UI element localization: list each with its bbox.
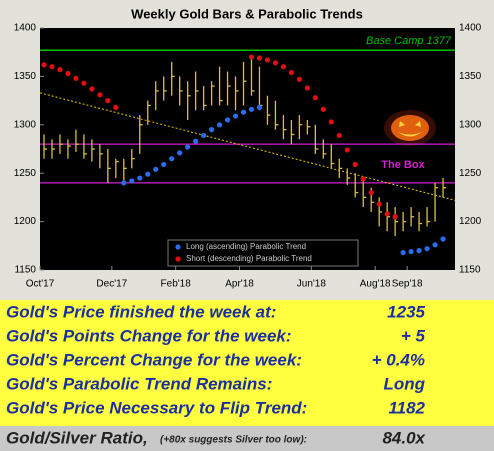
y-tick-label: 1250: [14, 168, 37, 179]
parabolic-dot: [288, 69, 294, 76]
pumpkin: [384, 110, 436, 146]
parabolic-dot: [208, 127, 215, 133]
x-tick-label: Feb'18: [161, 279, 192, 290]
row-value: + 5: [401, 326, 426, 345]
parabolic-dot: [216, 122, 223, 128]
parabolic-dot: [384, 211, 390, 217]
parabolic-dot: [49, 64, 55, 70]
parabolic-dot: [280, 64, 287, 70]
row-label: Gold's Price Necessary to Flip Trend:: [6, 398, 307, 417]
y-tick-label: 1150: [14, 265, 36, 276]
parabolic-dot: [304, 85, 310, 91]
parabolic-dot: [328, 119, 334, 125]
box-label: The Box: [381, 159, 425, 171]
parabolic-dot: [153, 166, 159, 172]
parabolic-dot: [73, 75, 79, 81]
y2-tick-label: 1400: [459, 23, 482, 34]
parabolic-dot: [424, 246, 430, 252]
footer-background: [0, 426, 494, 451]
footer-label: Gold/Silver Ratio,: [6, 428, 148, 447]
parabolic-dot: [169, 156, 175, 162]
parabolic-dot: [264, 57, 271, 63]
parabolic-dot: [232, 113, 239, 119]
legend-label: Short (descending) Parabolic Trend: [186, 254, 312, 263]
x-tick-label: Sep'18: [392, 279, 423, 290]
parabolic-dot: [81, 80, 87, 86]
y2-tick-label: 1200: [459, 216, 482, 227]
parabolic-dot: [408, 249, 414, 255]
x-tick-label: Jun'18: [297, 279, 327, 290]
table-background: [0, 300, 494, 426]
parabolic-dot: [57, 67, 63, 73]
legend-box: [167, 239, 359, 267]
parabolic-dot: [240, 109, 247, 115]
parabolic-dot: [368, 189, 374, 196]
parabolic-dot: [400, 249, 406, 256]
parabolic-dot: [376, 201, 382, 207]
y2-tick-label: 1150: [459, 265, 481, 276]
parabolic-dot: [336, 132, 342, 139]
parabolic-dot: [41, 62, 47, 68]
y2-tick-label: 1300: [459, 119, 482, 130]
parabolic-dot: [137, 175, 143, 181]
y-tick-label: 1400: [14, 23, 37, 34]
legend-swatch: [175, 256, 181, 262]
legend-swatch: [175, 244, 181, 250]
x-tick-label: Dec'17: [96, 279, 127, 290]
parabolic-dot: [320, 106, 326, 112]
y-tick-label: 1300: [14, 119, 37, 130]
row-label: Gold's Points Change for the week:: [6, 326, 292, 345]
parabolic-dot: [296, 76, 302, 82]
parabolic-dot: [89, 86, 95, 92]
parabolic-dot: [161, 161, 167, 168]
parabolic-dot: [248, 54, 255, 60]
row-label: Gold's Percent Change for the week:: [6, 350, 302, 369]
parabolic-dot: [201, 132, 207, 139]
parabolic-dot: [312, 95, 318, 101]
parabolic-dot: [432, 242, 438, 248]
parabolic-dot: [352, 161, 358, 168]
parabolic-dot: [129, 178, 135, 184]
legend-label: Long (ascending) Parabolic Trend: [186, 242, 306, 251]
row-value: 1182: [388, 398, 425, 417]
x-tick-label: Oct'17: [26, 279, 55, 290]
parabolic-dot: [193, 138, 199, 144]
parabolic-dot: [105, 98, 111, 104]
parabolic-dot: [177, 150, 183, 156]
parabolic-dot: [121, 180, 127, 186]
parabolic-dot: [113, 104, 119, 110]
y2-tick-label: 1250: [459, 168, 482, 179]
parabolic-dot: [392, 214, 398, 220]
row-value: + 0.4%: [372, 350, 425, 369]
row-label: Gold's Price finished the week at:: [6, 302, 276, 321]
parabolic-dot: [185, 144, 191, 150]
parabolic-dot: [440, 236, 446, 242]
y-tick-label: 1200: [14, 216, 37, 227]
x-tick-label: Aug'18: [360, 279, 391, 290]
parabolic-dot: [256, 55, 263, 61]
parabolic-dot: [272, 60, 279, 66]
parabolic-dot: [416, 248, 422, 254]
chart-title: Weekly Gold Bars & Parabolic Trends: [131, 6, 363, 21]
parabolic-dot: [97, 92, 103, 98]
base-camp-label: Base Camp 1377: [366, 35, 452, 47]
row-value: 1235: [387, 302, 425, 321]
row-value: Long: [383, 374, 425, 393]
parabolic-dot: [224, 117, 231, 123]
parabolic-dot: [360, 176, 366, 182]
parabolic-dot: [256, 104, 263, 110]
plot-area: [40, 28, 455, 270]
y2-tick-label: 1350: [459, 71, 482, 82]
footer-note: (+80x suggests Silver too low):: [160, 435, 307, 446]
y-tick-label: 1350: [14, 71, 37, 82]
trend-line: [39, 92, 456, 201]
parabolic-dot: [145, 171, 151, 177]
row-label: Gold's Parabolic Trend Remains:: [6, 374, 272, 393]
x-tick-label: Apr'18: [225, 279, 254, 290]
parabolic-dot: [344, 147, 350, 153]
parabolic-dot: [65, 70, 71, 77]
footer-value: 84.0x: [382, 428, 426, 447]
parabolic-dot: [248, 106, 255, 112]
